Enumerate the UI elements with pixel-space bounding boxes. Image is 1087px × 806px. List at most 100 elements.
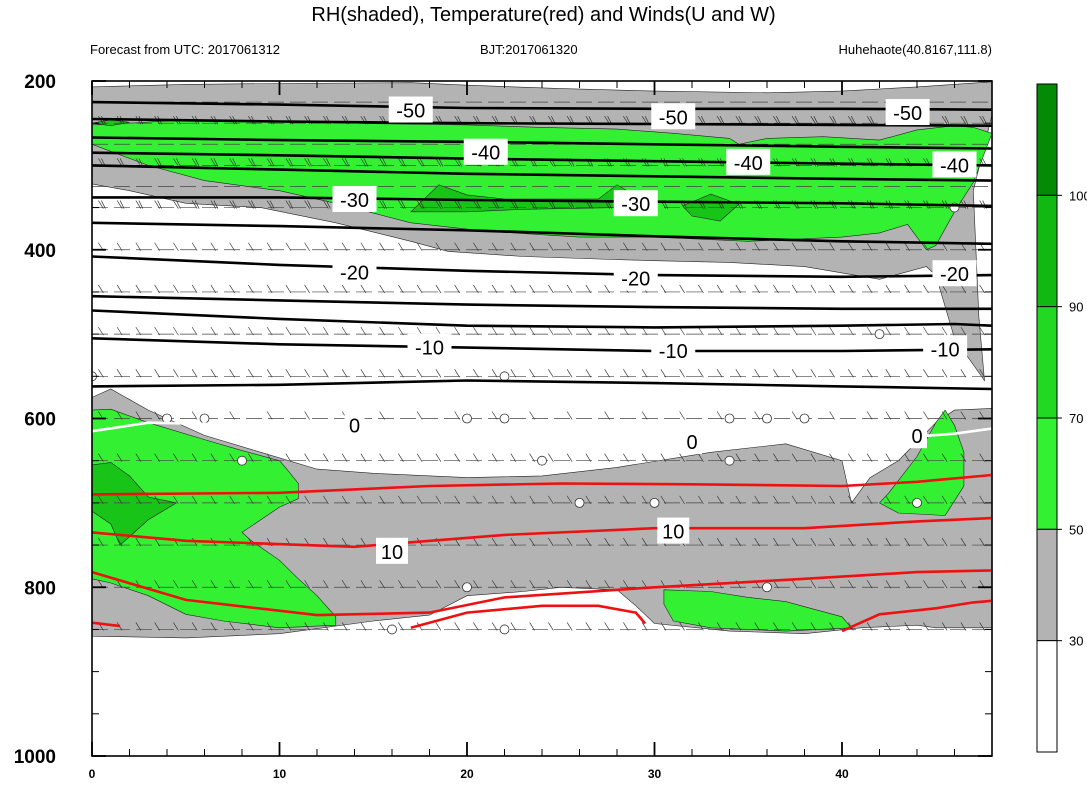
wind-barb: [885, 580, 892, 589]
wind-barb: [866, 326, 873, 336]
wind-barb: [829, 326, 835, 336]
wind-barb: [866, 242, 873, 251]
wind-barb: [923, 622, 929, 631]
wind-barb: [566, 622, 573, 631]
wind-barb: [566, 369, 573, 378]
wind-barb: [473, 580, 479, 589]
wind-barb: [416, 200, 423, 209]
wind-barb: [698, 369, 704, 378]
wind-barb: [923, 242, 929, 251]
contour-label: 0: [344, 411, 365, 438]
wind-barb: [848, 284, 854, 294]
wind-barb: [963, 116, 969, 125]
wind-barb: [810, 116, 817, 125]
wind-barb: [979, 369, 985, 378]
wind-barb: [398, 622, 404, 631]
wind-barb: [869, 116, 875, 125]
wind-barb: [754, 622, 760, 631]
temp-contour-warm: [92, 473, 992, 496]
wind-barb: [866, 622, 873, 631]
wind-barb: [154, 200, 160, 209]
wind-barb: [866, 537, 873, 547]
wind-barb: [248, 200, 254, 209]
wind-barb: [363, 158, 369, 167]
wind-barb: [585, 369, 592, 378]
wind-barb: [604, 495, 610, 505]
wind-barb: [716, 411, 723, 420]
wind-barb: [829, 580, 835, 589]
calm-circle: [799, 413, 810, 424]
wind-barb: [791, 242, 798, 251]
wind-barb: [979, 537, 985, 547]
wind-barb: [491, 453, 498, 462]
wind-barb: [510, 537, 517, 547]
wind-barb: [454, 284, 460, 294]
x-tick-label: 20: [460, 767, 474, 781]
wind-barb: [923, 537, 929, 547]
calm-circle: [499, 624, 510, 635]
wind-barb: [998, 243, 1003, 251]
wind-barb: [604, 242, 610, 251]
temp-contour-warm: [92, 516, 992, 549]
y-tick-label: 1000: [14, 747, 56, 768]
wind-barb: [510, 284, 517, 294]
wind-barb: [210, 200, 217, 209]
colorbar-label: 90: [1069, 300, 1083, 315]
wind-barb: [960, 580, 967, 589]
wind-barb: [473, 242, 479, 251]
wind-barb: [738, 116, 744, 125]
wind-barb: [998, 201, 1003, 209]
wind-barb: [604, 537, 610, 547]
contour-label: -50: [388, 96, 433, 123]
wind-barb: [623, 537, 629, 547]
wind-barb: [173, 284, 179, 294]
wind-barb: [960, 622, 967, 631]
wind-barb: [382, 158, 387, 167]
wind-barb: [154, 537, 160, 547]
wind-barb: [135, 369, 142, 378]
wind-barb: [307, 200, 312, 209]
contour-label-text: -40: [471, 143, 500, 165]
y-tick-label: 800: [24, 578, 56, 599]
wind-barb: [229, 580, 235, 589]
wind-barb: [398, 326, 404, 336]
wind-barb: [998, 454, 1003, 462]
contour-label: -10: [923, 335, 968, 362]
calm-circle: [724, 455, 735, 466]
wind-barb: [851, 116, 856, 125]
wind-barb: [510, 622, 517, 631]
wind-barb: [360, 284, 367, 294]
wind-barb: [191, 284, 198, 294]
wind-barb: [285, 242, 292, 251]
calm-circle: [462, 582, 472, 593]
wind-barb: [266, 326, 273, 336]
wind-barb: [344, 158, 350, 167]
calm-circle: [237, 455, 247, 466]
wind-barb: [285, 200, 292, 209]
wind-barb: [232, 158, 237, 167]
wind-barb: [941, 284, 948, 294]
wind-barb: [698, 242, 704, 251]
wind-barb: [810, 453, 817, 462]
wind-barb: [135, 284, 142, 294]
wind-barb: [435, 200, 442, 209]
wind-barb: [135, 158, 142, 167]
wind-barb: [341, 622, 348, 631]
temp-contour-warm: [92, 569, 992, 617]
wind-barb: [157, 158, 162, 167]
wind-barb: [754, 453, 760, 462]
wind-barb: [941, 622, 948, 631]
wind-barb: [641, 495, 648, 505]
wind-barb: [791, 580, 798, 589]
colorbar: 30 50 70 90 100: [1036, 83, 1087, 753]
wind-barb: [904, 495, 910, 505]
wind-barb: [266, 242, 273, 251]
wind-barb: [213, 200, 219, 209]
calm-circle: [724, 413, 735, 424]
contour-labels: -50 -50 -50 -40 -40 -40 -30 -30 -20 -20 -20 -10 -10 -…: [332, 96, 977, 564]
wind-barb: [454, 200, 460, 209]
calm-circle: [462, 413, 472, 424]
wind-barb: [398, 369, 404, 378]
wind-barb: [438, 158, 444, 167]
wind-barb: [810, 284, 817, 294]
